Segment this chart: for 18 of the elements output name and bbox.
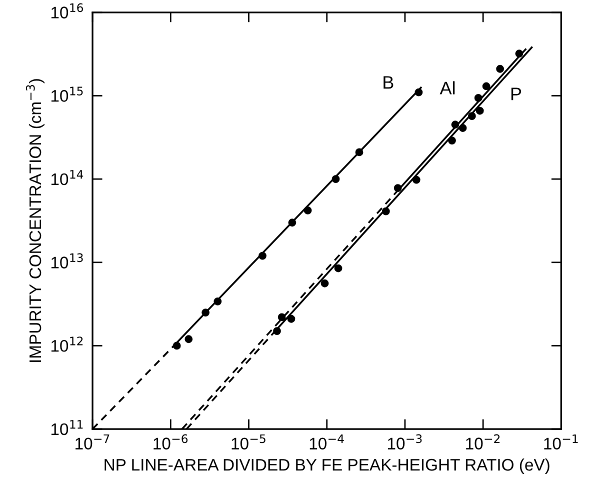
y-tick-label: 10$^{12}$ [51,336,83,352]
y-tick-label: 10$^{16}$ [51,3,84,18]
series-label: Al [440,81,455,94]
y-tick-label: 10$^{13}$ [51,253,83,268]
x-tick-label: 10$^{−3}$ [388,434,422,450]
x-tick-label: 10$^{−1}$ [544,434,578,450]
x-tick-label: 10$^{−4}$ [310,434,344,450]
y-tick-label: 10$^{15}$ [51,86,83,102]
y-axis-title: IMPURITY CONCENTRATION (cm$^{−3}$) [26,79,44,362]
x-tick-label: 10$^{−7}$ [76,434,110,450]
y-tick-label: 10$^{14}$ [51,170,84,186]
x-tick-label: 10$^{−2}$ [466,434,500,450]
series-label: B [384,76,394,89]
x-axis-title: NP LINE-AREA DIVIDED BY FE PEAK-HEIGHT RATIO (eV) [104,458,550,474]
y-tick-label: 10$^{11}$ [51,420,83,436]
x-tick-label: 10$^{−5}$ [232,434,266,450]
x-tick-label: 10$^{−6}$ [154,434,188,450]
legend-label: P [511,88,522,100]
